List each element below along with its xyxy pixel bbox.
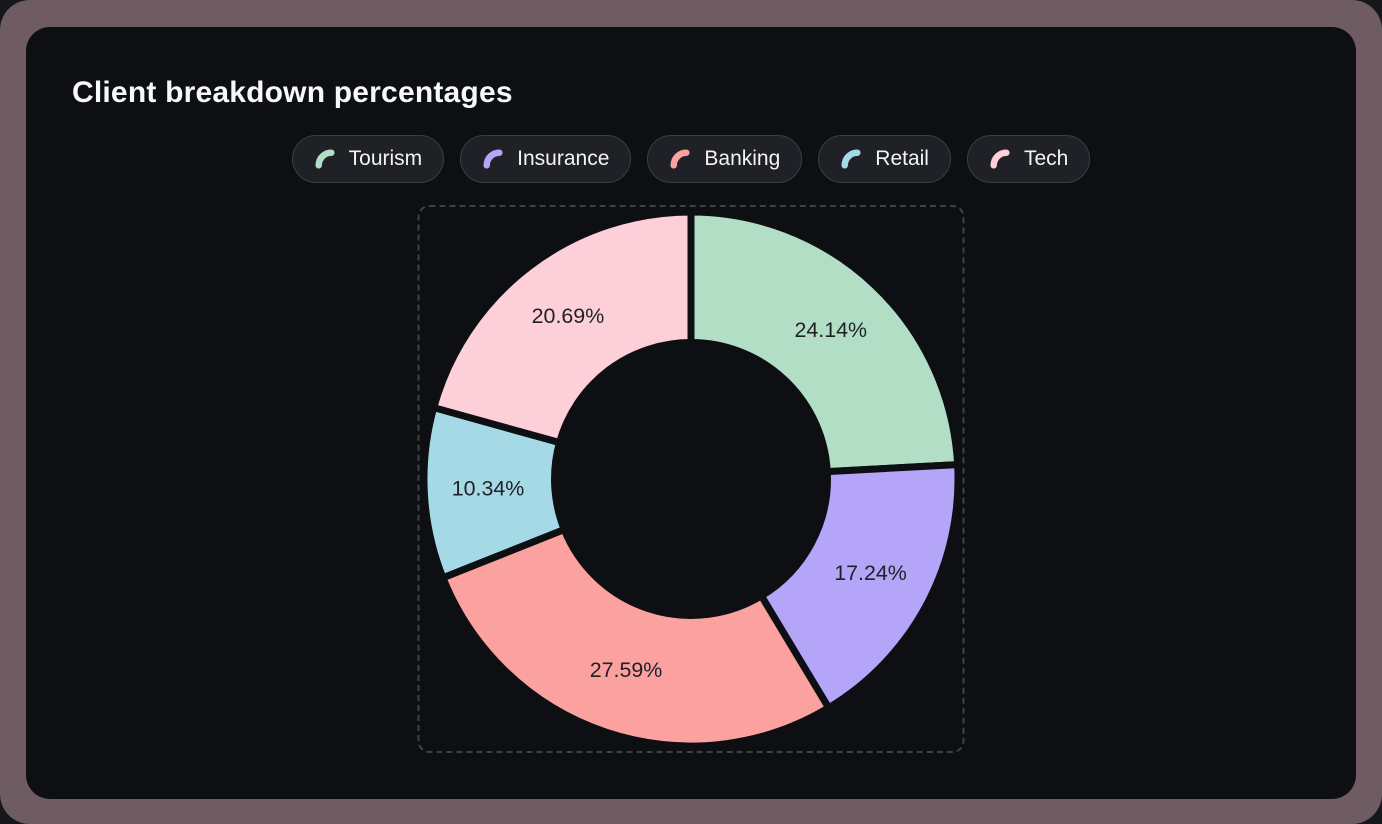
arc-icon xyxy=(670,149,690,169)
slice-percentage-label: 20.69% xyxy=(532,304,605,328)
legend-item-label: Banking xyxy=(704,147,781,170)
legend-item-banking[interactable]: Banking xyxy=(647,135,803,183)
legend-item-insurance[interactable]: Insurance xyxy=(460,135,632,183)
legend-item-retail[interactable]: Retail xyxy=(818,135,951,183)
legend-item-tourism[interactable]: Tourism xyxy=(291,135,445,183)
slice-percentage-label: 27.59% xyxy=(590,658,663,682)
legend: Tourism Insurance Banking Retail Tech xyxy=(26,135,1356,183)
slice-percentage-label: 17.24% xyxy=(834,561,907,585)
arc-icon xyxy=(483,149,503,169)
slice-percentage-label: 10.34% xyxy=(452,477,525,501)
chart-card: Client breakdown percentages Tourism Insu… xyxy=(26,27,1356,799)
page-title: Client breakdown percentages xyxy=(72,76,513,109)
donut-chart: 24.14% 17.24% 27.59% 10.34% 20.69% xyxy=(420,208,962,750)
donut-slice-tourism[interactable] xyxy=(687,208,962,476)
donut-slice-tech[interactable] xyxy=(430,208,695,446)
legend-item-tech[interactable]: Tech xyxy=(966,135,1091,183)
donut-slice-insurance[interactable] xyxy=(757,461,962,712)
legend-item-label: Insurance xyxy=(517,147,610,170)
arc-icon xyxy=(990,149,1010,169)
arc-icon xyxy=(315,149,335,169)
arc-icon xyxy=(841,149,861,169)
slice-percentage-label: 24.14% xyxy=(794,318,867,342)
donut-slice-banking[interactable] xyxy=(439,525,833,750)
chart-container: 24.14% 17.24% 27.59% 10.34% 20.69% xyxy=(417,205,965,753)
legend-item-label: Tourism xyxy=(348,147,423,170)
legend-item-label: Tech xyxy=(1023,147,1069,170)
legend-item-label: Retail xyxy=(875,147,929,170)
